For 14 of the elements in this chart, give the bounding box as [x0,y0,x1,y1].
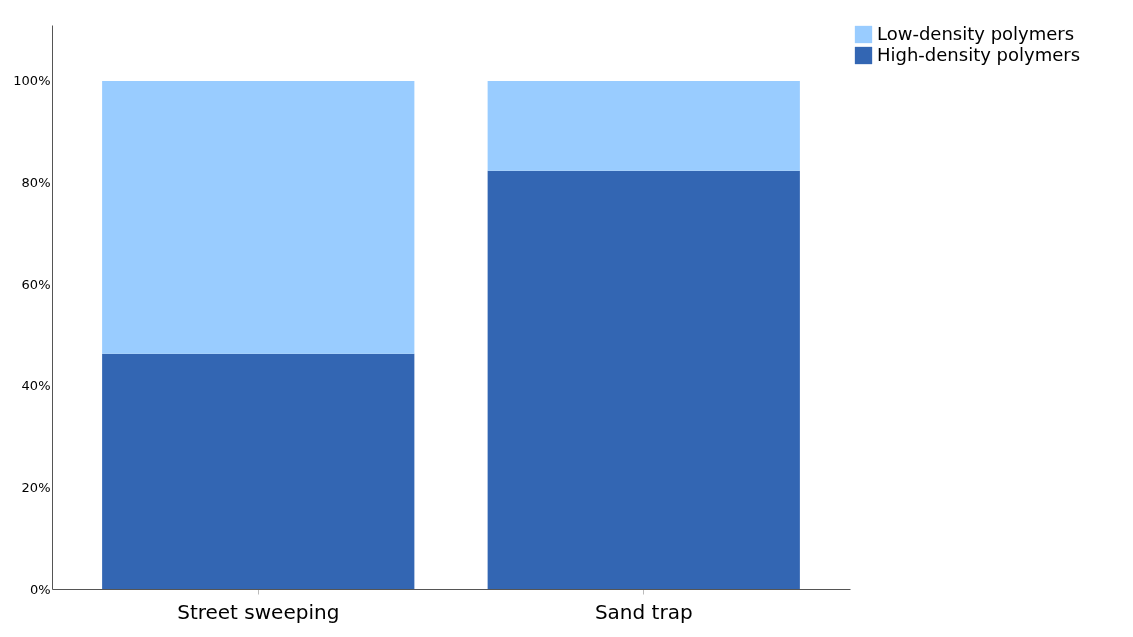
x-tick-label: Street sweeping [177,599,340,624]
x-tick-label: Sand trap [594,599,693,624]
y-tick-label: 100% [13,73,51,89]
bar [487,80,800,171]
y-tick-label: 0% [29,581,51,597]
y-tick-label: 20% [21,479,51,495]
bar [102,353,415,589]
legend-label: Low-density polymers [877,22,1075,44]
bar [102,80,415,354]
legend-label: High-density polymers [877,43,1081,65]
y-tick-label: 40% [21,378,51,394]
bar [487,170,800,589]
y-tick-label: 80% [21,175,51,191]
y-tick-label: 60% [21,276,51,292]
